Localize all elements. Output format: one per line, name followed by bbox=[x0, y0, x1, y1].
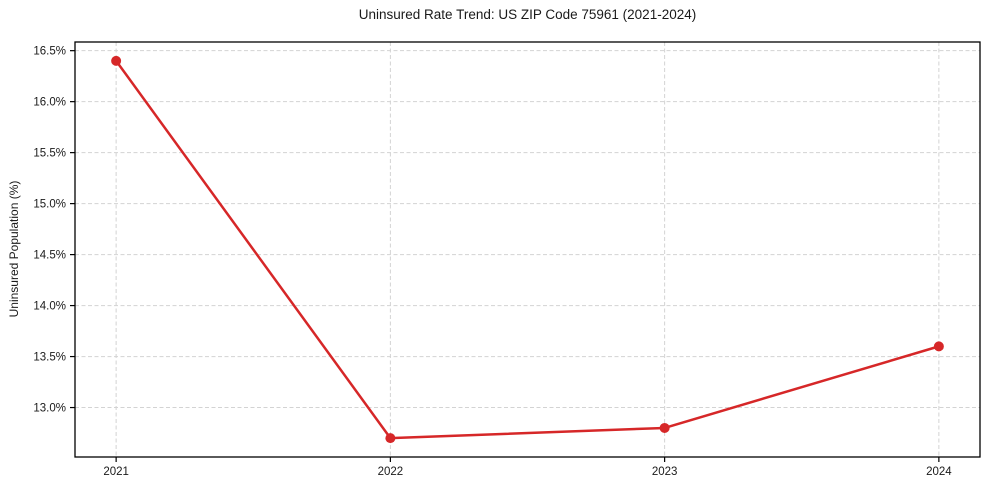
y-tick-label: 14.0% bbox=[33, 301, 66, 313]
x-tick-label: 2024 bbox=[926, 466, 952, 478]
y-tick-label: 16.5% bbox=[33, 46, 66, 58]
data-point bbox=[933, 341, 944, 352]
data-point bbox=[659, 422, 670, 433]
x-tick-label: 2023 bbox=[652, 466, 678, 478]
y-tick-label: 13.5% bbox=[33, 352, 66, 364]
y-tick-label: 14.5% bbox=[33, 250, 66, 262]
chart-title: Uninsured Rate Trend: US ZIP Code 75961 … bbox=[358, 7, 697, 22]
trend-line bbox=[114, 59, 941, 440]
data-point bbox=[111, 55, 122, 66]
y-tick-label: 15.5% bbox=[33, 148, 66, 160]
y-tick-label: 16.0% bbox=[33, 97, 66, 109]
y-tick-label: 15.0% bbox=[33, 199, 66, 211]
data-point bbox=[385, 433, 396, 444]
plot-border bbox=[74, 41, 981, 458]
x-tick-label: 2022 bbox=[378, 466, 404, 478]
y-tick-label: 13.0% bbox=[33, 403, 66, 415]
x-tick-label: 2021 bbox=[103, 466, 129, 478]
